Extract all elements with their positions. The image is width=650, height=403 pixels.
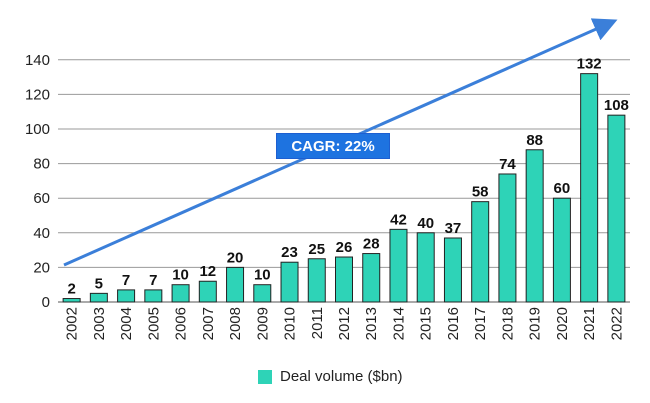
y-tick-140: 140: [25, 52, 50, 69]
x-tick-2014: 2014: [390, 307, 407, 340]
data-label-2015: 40: [417, 215, 434, 232]
y-tick-120: 120: [25, 86, 50, 103]
data-label-2005: 7: [149, 272, 157, 289]
data-label-2020: 60: [554, 180, 571, 197]
bar-2022: [607, 114, 626, 303]
data-label-2003: 5: [95, 275, 103, 292]
y-tick-60: 60: [33, 190, 50, 207]
bar-2006: [171, 284, 190, 303]
bar-2008: [226, 266, 245, 303]
data-label-2014: 42: [390, 211, 407, 228]
x-tick-2008: 2008: [227, 307, 244, 340]
bar-2004: [117, 289, 136, 303]
data-label-2013: 28: [363, 236, 380, 253]
x-tick-2006: 2006: [173, 307, 190, 340]
x-tick-2005: 2005: [145, 307, 162, 340]
data-label-2022: 108: [604, 97, 629, 114]
y-tick-40: 40: [33, 225, 50, 242]
bar-2021: [580, 73, 599, 303]
data-label-2012: 26: [336, 239, 353, 256]
bar-2020: [552, 197, 571, 303]
data-label-2011: 25: [308, 241, 325, 258]
data-label-2006: 10: [172, 267, 189, 284]
data-label-2009: 10: [254, 267, 271, 284]
y-tick-20: 20: [33, 259, 50, 276]
bar-2014: [389, 228, 408, 303]
bar-2002: [62, 298, 81, 303]
x-tick-2022: 2022: [608, 307, 625, 340]
x-tick-2004: 2004: [118, 307, 135, 340]
data-label-2010: 23: [281, 244, 298, 261]
x-tick-2021: 2021: [581, 307, 598, 340]
bar-2005: [144, 289, 163, 303]
x-tick-2009: 2009: [254, 307, 271, 340]
data-label-2007: 12: [199, 263, 216, 280]
x-tick-2007: 2007: [200, 307, 217, 340]
x-tick-2020: 2020: [554, 307, 571, 340]
bar-2016: [443, 237, 462, 303]
legend-swatch: [258, 369, 272, 384]
data-label-2021: 132: [577, 56, 602, 73]
data-label-2008: 20: [227, 249, 244, 266]
data-label-2018: 74: [499, 156, 516, 173]
x-tick-2013: 2013: [363, 307, 380, 340]
x-axis-ticks: 2002 2003 2004 2005 2006 2007 2008 2009 2010 2011…: [64, 307, 626, 340]
x-tick-2018: 2018: [499, 307, 516, 340]
x-tick-2010: 2010: [282, 307, 299, 340]
y-tick-80: 80: [33, 156, 50, 173]
bar-2007: [198, 280, 217, 303]
data-label-2016: 37: [445, 220, 462, 237]
bar-2015: [416, 232, 435, 303]
x-tick-2017: 2017: [472, 307, 489, 340]
x-tick-2015: 2015: [418, 307, 435, 340]
bar-2011: [307, 258, 326, 303]
bar-2012: [335, 256, 353, 303]
y-tick-0: 0: [42, 294, 50, 311]
bar-2003: [89, 292, 108, 303]
x-tick-2003: 2003: [91, 307, 108, 340]
x-tick-2011: 2011: [309, 307, 326, 339]
bar-2009: [253, 284, 272, 303]
y-tick-100: 100: [25, 121, 50, 138]
bar-2010: [280, 261, 299, 303]
data-label-2017: 58: [472, 184, 489, 201]
legend: Deal volume ($bn): [258, 368, 403, 385]
x-tick-2016: 2016: [445, 307, 462, 340]
x-tick-2002: 2002: [64, 307, 81, 340]
gridlines: [58, 59, 630, 303]
data-label-2002: 2: [67, 281, 75, 298]
bar-2018: [498, 173, 517, 303]
legend-label: Deal volume ($bn): [280, 368, 403, 385]
bar-2017: [471, 201, 490, 303]
x-tick-2012: 2012: [336, 307, 353, 340]
y-axis-ticks: 0 20 40 60 80 100 120 140: [25, 52, 50, 311]
data-label-2004: 7: [122, 272, 130, 289]
cagr-annotation: CAGR: 22%: [276, 133, 390, 159]
bar-2013: [362, 253, 381, 303]
data-label-2019: 88: [526, 132, 543, 149]
bars: [62, 73, 626, 303]
x-tick-2019: 2019: [527, 307, 544, 340]
bar-2019: [525, 149, 544, 303]
